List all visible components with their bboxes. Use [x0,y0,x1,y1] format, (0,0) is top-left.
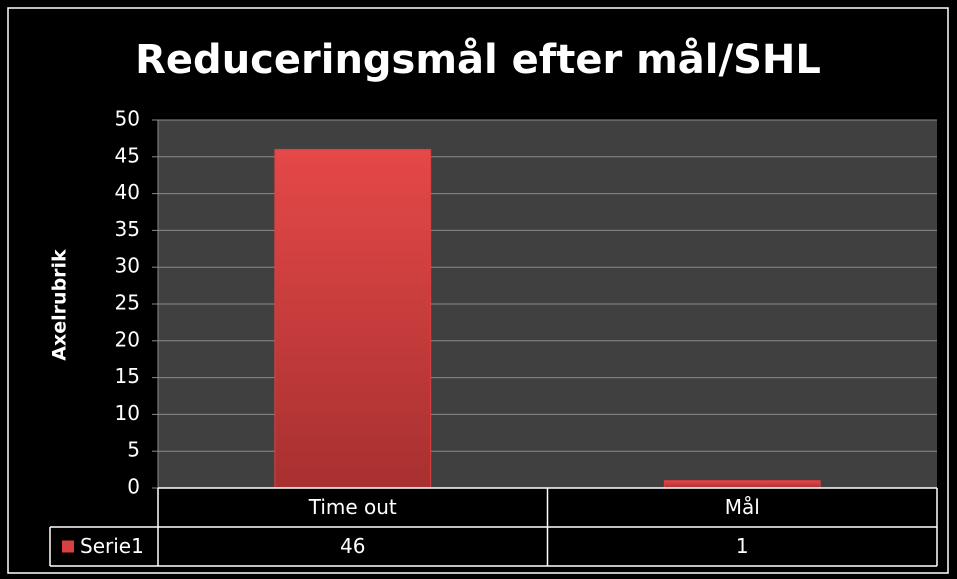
bar [663,480,821,489]
bar [274,148,432,489]
bars [274,148,821,489]
y-tick-label: 5 [127,438,140,462]
y-tick-label: 10 [115,401,140,425]
y-tick-label: 20 [115,327,140,351]
data-table: Serie1 46 1 Time out Mål [49,487,938,567]
table-value: 1 [736,534,749,558]
y-tick-label: 50 [115,107,140,131]
y-tick-label: 30 [115,254,140,278]
y-tick-label: 25 [115,291,140,315]
legend-label: Serie1 [80,534,144,558]
x-tick-label: Mål [725,495,760,519]
table-value: 46 [340,534,365,558]
x-tick-label: Time out [308,495,397,519]
y-tick-label: 0 [127,475,140,499]
y-axis-label: Axelrubrik [49,249,71,361]
y-tick-label: 15 [115,364,140,388]
y-tick-label: 45 [115,143,140,167]
y-tick-label: 40 [115,180,140,204]
chart-title: Reduceringsmål efter mål/SHL [135,36,821,83]
legend-swatch [62,540,74,553]
y-tick-label: 35 [115,217,140,241]
